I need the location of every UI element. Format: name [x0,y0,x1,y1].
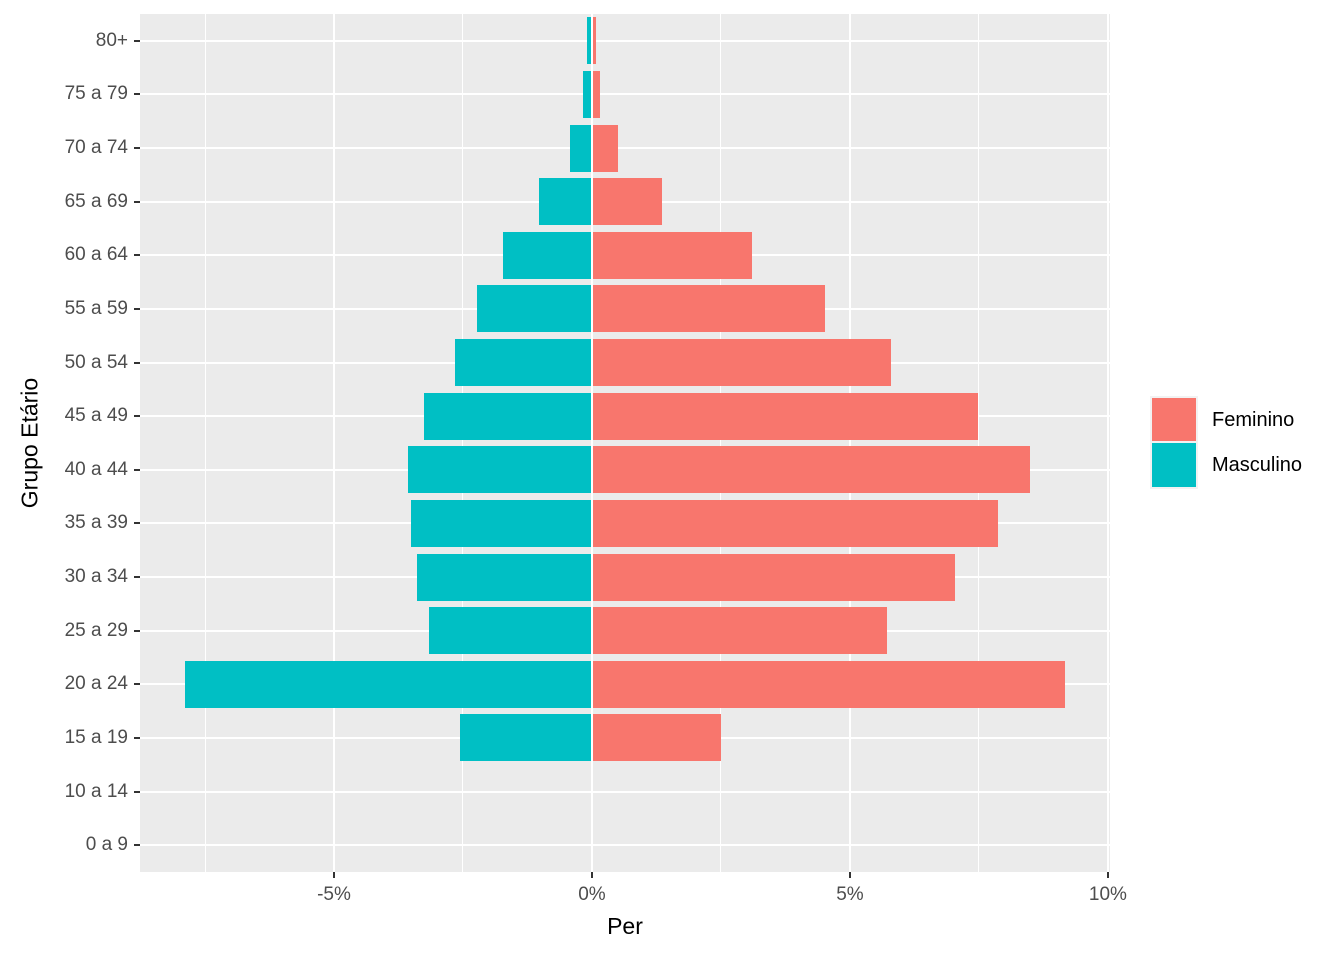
x-tick-label: -5% [317,884,351,905]
y-tick-label: 45 a 49 [64,405,128,427]
y-tick-mark [134,522,140,525]
y-tick-label: 60 a 64 [64,244,128,266]
legend-label-masculino: Masculino [1212,453,1303,476]
y-tick-label: 40 a 44 [64,458,128,480]
legend: Feminino Masculino [1152,398,1302,487]
gridline-minor-vertical [720,14,722,872]
x-tick-label: 10% [1088,884,1127,905]
x-tick-mark [590,872,593,878]
y-tick-label: 10 a 14 [64,780,128,802]
y-tick-label: 65 a 69 [64,190,128,212]
gridline-major-horizontal [140,39,1110,42]
y-tick-mark [134,39,140,42]
y-tick-mark [134,844,140,847]
y-tick-label: 25 a 29 [64,619,128,641]
y-tick-mark [134,736,140,739]
bar-feminino [592,553,955,601]
bar-masculino [583,70,591,118]
y-tick-label: 30 a 34 [64,566,128,588]
y-tick-mark [134,629,140,632]
bar-masculino [477,285,591,333]
y-tick-mark [134,200,140,203]
x-tick-label: 5% [836,884,864,905]
y-tick-mark [134,361,140,364]
y-tick-label: 0 a 9 [85,834,128,856]
y-tick-label: 55 a 59 [64,297,128,319]
bar-feminino [592,231,753,279]
legend-swatch-feminino [1152,398,1196,442]
bar-masculino [586,17,591,65]
bar-feminino [592,499,998,547]
bar-masculino [411,499,591,547]
y-tick-label: 50 a 54 [64,351,128,373]
x-tick-mark [1106,872,1109,878]
y-tick-label: 15 a 19 [64,726,128,748]
y-tick-mark [134,790,140,793]
legend-label-feminino: Feminino [1212,408,1295,431]
bar-feminino [592,660,1065,708]
gridline-major-vertical [333,14,335,872]
bar-feminino [592,392,979,440]
y-tick-mark [134,93,140,96]
bar-feminino [592,124,618,172]
bar-masculino [502,231,591,279]
bar-feminino [592,446,1030,494]
y-tick-label: 75 a 79 [64,83,128,105]
x-axis-title: Per [607,913,643,939]
gridline-major-vertical [590,14,593,872]
bar-feminino [592,285,825,333]
y-tick-mark [134,147,140,150]
bar-masculino [569,124,591,172]
x-tick-label: 0% [578,884,606,905]
bar-feminino [592,714,722,762]
legend-entry-feminino: Feminino [1152,398,1302,442]
y-tick-mark [134,683,140,686]
x-tick-mark [848,872,851,878]
bar-feminino [592,17,597,65]
gridline-minor-vertical [204,14,206,872]
x-tick-mark [333,872,335,878]
bar-masculino [184,660,591,708]
y-tick-mark [134,254,140,257]
bar-feminino [592,178,662,226]
y-tick-mark [134,415,140,418]
bar-masculino [460,714,591,762]
gridline-major-horizontal [140,147,1110,150]
bar-feminino [592,339,892,387]
gridline-major-vertical [1106,14,1109,872]
bar-feminino [592,607,887,655]
bar-masculino [455,339,591,387]
y-tick-label: 20 a 24 [64,673,128,695]
y-tick-mark [134,576,140,579]
y-tick-label: 80+ [95,29,128,51]
bar-masculino [429,607,591,655]
bar-masculino [416,553,591,601]
gridline-minor-vertical [462,14,464,872]
y-tick-label: 35 a 39 [64,512,128,534]
bar-masculino [538,178,591,226]
legend-entry-masculino: Masculino [1152,443,1302,487]
gridline-major-horizontal [140,844,1110,847]
bar-feminino [592,70,601,118]
y-axis-title: Grupo Etário [16,377,43,509]
y-tick-label: 70 a 74 [64,137,128,159]
gridline-major-horizontal [140,93,1110,96]
gridline-major-vertical [848,14,851,872]
y-tick-mark [134,307,140,310]
bar-masculino [423,392,591,440]
legend-swatch-masculino [1152,443,1196,487]
gridline-minor-vertical [978,14,980,872]
bar-masculino [407,446,591,494]
y-tick-mark [134,468,140,471]
gridline-major-horizontal [140,790,1110,793]
